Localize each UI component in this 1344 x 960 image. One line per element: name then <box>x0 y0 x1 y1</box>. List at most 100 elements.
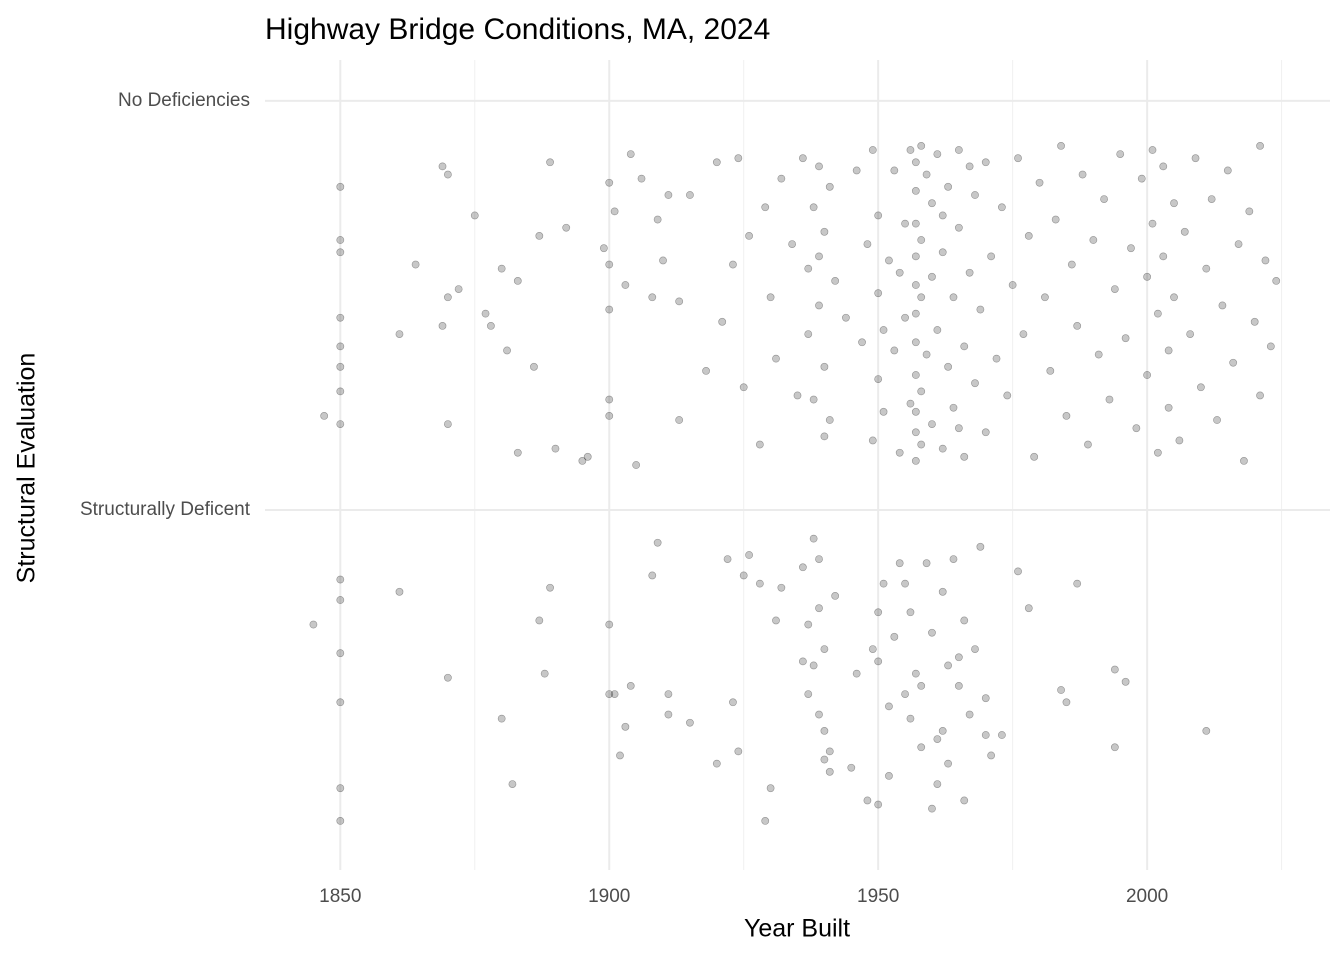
point <box>626 150 635 158</box>
point <box>1202 264 1211 273</box>
point <box>847 763 856 772</box>
point <box>1197 383 1205 392</box>
point <box>820 227 829 236</box>
point <box>954 653 963 662</box>
point <box>933 326 942 334</box>
point <box>960 796 969 805</box>
point <box>874 608 883 617</box>
point <box>911 428 920 437</box>
point <box>1175 436 1184 445</box>
point <box>1094 350 1103 359</box>
point <box>954 682 963 690</box>
point <box>675 416 684 424</box>
point <box>944 661 953 670</box>
point <box>917 236 926 244</box>
point <box>911 457 920 465</box>
point <box>664 191 673 199</box>
point <box>879 407 888 416</box>
point <box>981 731 990 739</box>
point <box>965 162 974 171</box>
point <box>917 293 926 302</box>
point <box>960 616 969 625</box>
point <box>911 407 920 416</box>
point <box>954 146 963 154</box>
point <box>911 338 920 347</box>
point <box>798 657 807 666</box>
point <box>944 759 953 768</box>
point <box>761 817 770 825</box>
point <box>820 755 829 764</box>
point <box>610 690 619 698</box>
point <box>530 362 538 371</box>
point <box>820 645 829 653</box>
point <box>653 215 662 224</box>
point <box>906 399 915 408</box>
point <box>906 714 915 723</box>
point <box>1024 232 1033 240</box>
point <box>1073 322 1082 330</box>
point <box>621 281 630 289</box>
point <box>879 579 888 588</box>
point <box>395 587 404 596</box>
point <box>1132 424 1141 433</box>
point <box>895 268 904 277</box>
point <box>734 154 743 163</box>
point <box>906 608 915 617</box>
point <box>987 751 996 760</box>
point <box>1078 170 1087 179</box>
point <box>928 804 936 813</box>
point <box>734 747 743 756</box>
point <box>804 330 813 338</box>
point <box>868 146 877 154</box>
point <box>535 616 544 625</box>
point <box>1170 293 1178 302</box>
point <box>911 669 920 678</box>
point <box>917 682 926 690</box>
point <box>1084 440 1092 449</box>
point <box>562 223 571 232</box>
point <box>546 583 554 592</box>
point <box>949 293 958 302</box>
point <box>454 285 463 293</box>
point <box>874 657 883 666</box>
point <box>1229 358 1238 367</box>
point <box>1046 367 1055 375</box>
point <box>938 444 947 453</box>
point <box>820 727 829 735</box>
point <box>960 452 969 461</box>
point <box>874 375 883 383</box>
point <box>1218 301 1227 310</box>
point <box>1008 281 1017 289</box>
point <box>336 420 345 428</box>
point <box>911 281 920 289</box>
point <box>761 203 770 212</box>
point <box>336 784 345 793</box>
point <box>1062 698 1071 707</box>
point <box>825 767 834 776</box>
point <box>1014 567 1022 576</box>
point <box>616 751 624 760</box>
point <box>438 322 447 330</box>
point <box>971 191 979 199</box>
point <box>535 232 544 240</box>
point <box>809 534 818 543</box>
point <box>626 682 635 690</box>
point <box>793 391 802 400</box>
point <box>336 575 345 584</box>
point <box>874 800 883 809</box>
point <box>933 780 942 788</box>
point <box>911 187 920 195</box>
point <box>718 317 727 326</box>
point <box>917 142 926 150</box>
point <box>1148 219 1157 228</box>
point <box>686 191 694 199</box>
point <box>729 698 737 707</box>
point <box>895 559 904 568</box>
point <box>1014 154 1022 163</box>
point <box>1272 277 1281 285</box>
point <box>1003 391 1012 400</box>
point <box>755 440 764 449</box>
point <box>1051 215 1060 224</box>
point <box>933 735 942 743</box>
